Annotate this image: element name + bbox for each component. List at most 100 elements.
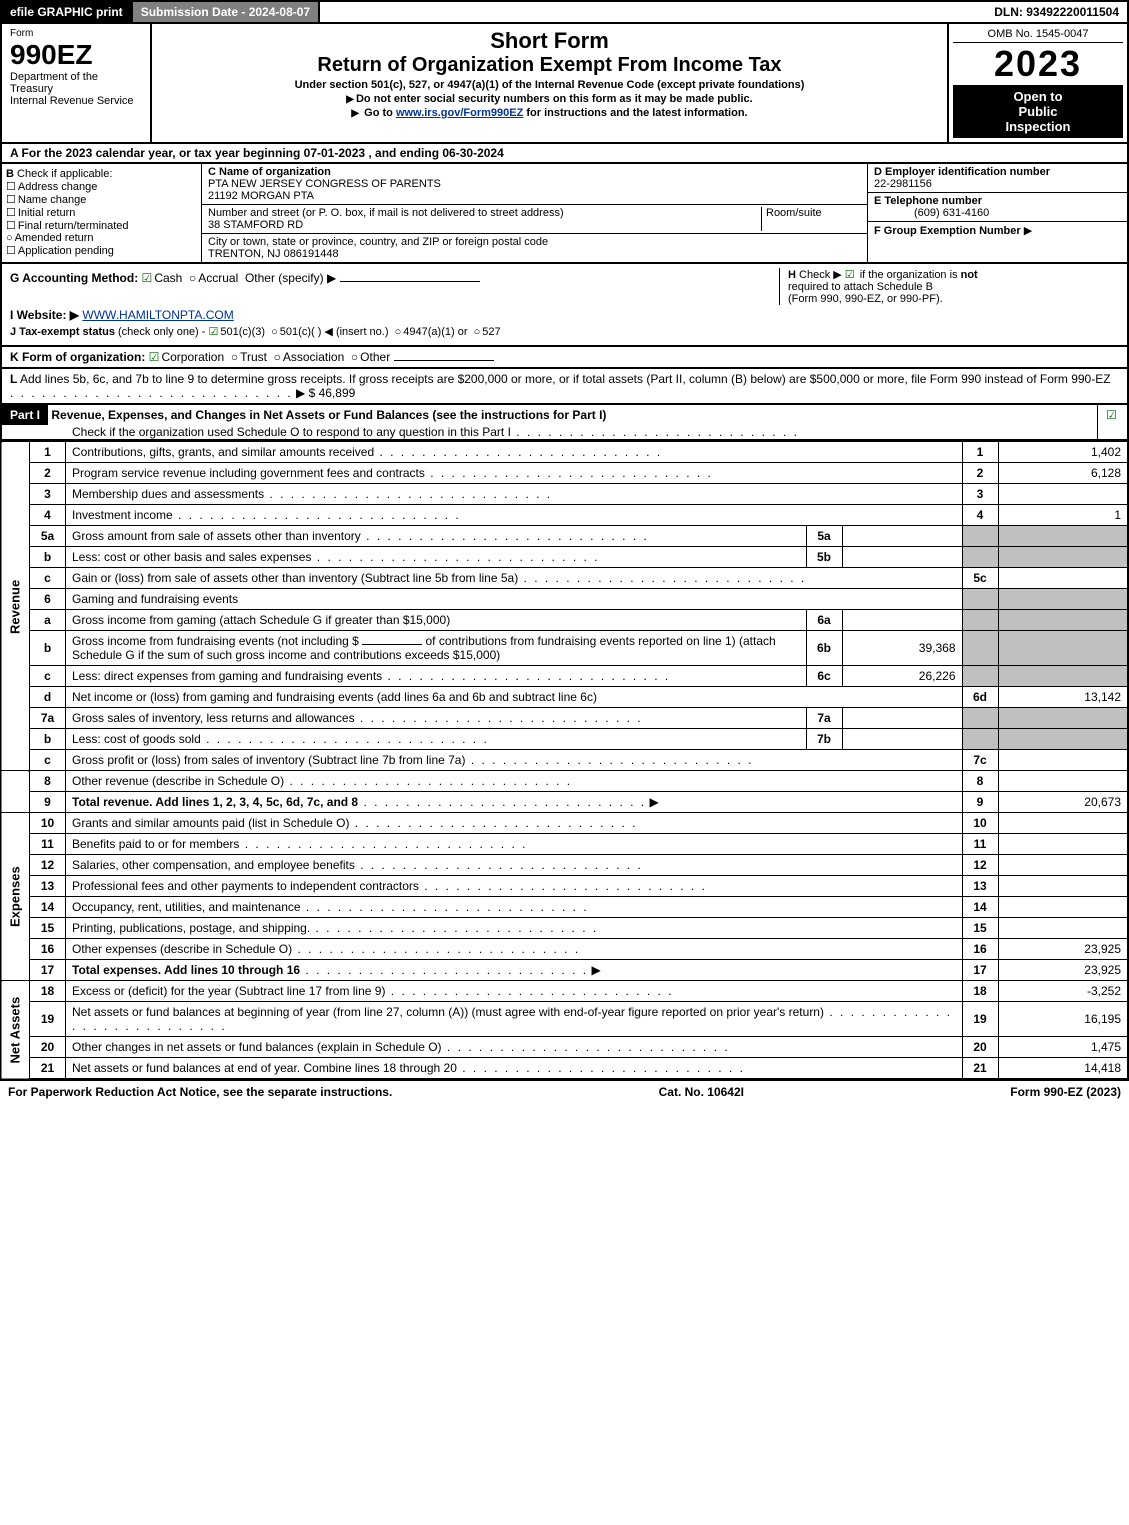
j-insert: ◀ (insert no.) <box>324 326 388 338</box>
chk-h-not-required[interactable] <box>845 269 857 281</box>
l18-val: -3,252 <box>998 981 1128 1002</box>
submission-date: Submission Date - 2024-08-07 <box>133 2 320 22</box>
l9-val: 20,673 <box>998 792 1128 813</box>
chk-other[interactable] <box>351 350 360 364</box>
street-value: 38 STAMFORD RD <box>208 219 303 231</box>
l5a-num: 5a <box>30 526 66 547</box>
part1-header-row: Part I Revenue, Expenses, and Changes in… <box>0 405 1129 441</box>
l6c-m: 6c <box>806 666 842 687</box>
chk-accrual[interactable] <box>189 271 198 285</box>
chk-amended-return[interactable] <box>6 232 15 244</box>
j-note: (check only one) - <box>118 326 205 338</box>
opt-initial: Initial return <box>18 207 75 219</box>
l5a-m: 5a <box>806 526 842 547</box>
l1-r: 1 <box>962 442 998 463</box>
h-text-org: if the organization is <box>860 269 961 281</box>
l6d-val: 13,142 <box>998 687 1128 708</box>
l4-val: 1 <box>998 505 1128 526</box>
b-letter: B <box>6 168 14 180</box>
chk-527[interactable] <box>474 326 483 338</box>
city-label: City or town, state or province, country… <box>208 236 548 248</box>
l8-val <box>998 771 1128 792</box>
l6c-desc: Less: direct expenses from gaming and fu… <box>72 669 382 683</box>
l4-num: 4 <box>30 505 66 526</box>
form-number: 990EZ <box>10 39 142 71</box>
l6d-num: d <box>30 687 66 708</box>
l6b-blank[interactable] <box>362 644 422 645</box>
d-label: D Employer identification number <box>874 166 1050 178</box>
l6a-num: a <box>30 610 66 631</box>
l7b-desc: Less: cost of goods sold <box>72 732 201 746</box>
website-link[interactable]: WWW.HAMILTONPTA.COM <box>82 308 233 322</box>
chk-corporation[interactable] <box>149 350 162 364</box>
l7a-shade <box>962 708 998 729</box>
footer-left: For Paperwork Reduction Act Notice, see … <box>8 1085 392 1099</box>
l4-desc: Investment income <box>72 508 173 522</box>
subtitle-ssn: Do not enter social security numbers on … <box>160 93 939 105</box>
g-label: G Accounting Method: <box>10 271 138 285</box>
chk-501c[interactable] <box>271 326 280 338</box>
l2-desc: Program service revenue including govern… <box>72 466 425 480</box>
h-text-forms: (Form 990, 990-EZ, or 990-PF). <box>788 293 943 305</box>
irs-link[interactable]: www.irs.gov/Form990EZ <box>396 107 523 119</box>
l13-r: 13 <box>962 876 998 897</box>
chk-501c3[interactable] <box>209 326 221 338</box>
column-d-e-f: D Employer identification number 22-2981… <box>867 164 1127 262</box>
vlabel-netassets: Net Assets <box>1 981 30 1080</box>
l7b-shade <box>962 729 998 750</box>
chk-schedule-o[interactable] <box>1106 408 1119 422</box>
l5b-mv <box>842 547 962 568</box>
l19-val: 16,195 <box>998 1002 1128 1037</box>
l20-r: 20 <box>962 1037 998 1058</box>
l6d-desc: Net income or (loss) from gaming and fun… <box>72 690 597 704</box>
subtitle-goto: Go to www.irs.gov/Form990EZ for instruct… <box>160 107 939 119</box>
chk-4947[interactable] <box>395 326 404 338</box>
l10-r: 10 <box>962 813 998 834</box>
inspection-badge: Open to Public Inspection <box>953 85 1123 138</box>
l1-val: 1,402 <box>998 442 1128 463</box>
l6a-m: 6a <box>806 610 842 631</box>
l8-num: 8 <box>30 771 66 792</box>
chk-final-return[interactable] <box>6 220 18 232</box>
l6b-num: b <box>30 631 66 666</box>
k-other: Other <box>360 350 390 364</box>
h-text-schedb: required to attach Schedule B <box>788 281 933 293</box>
g-other-input[interactable] <box>340 281 480 282</box>
top-bar: efile GRAPHIC print Submission Date - 20… <box>0 0 1129 24</box>
j-501c: 501(c)( ) <box>280 326 322 338</box>
city-value: TRENTON, NJ 086191448 <box>208 248 339 260</box>
l5c-r: 5c <box>962 568 998 589</box>
chk-association[interactable] <box>274 350 283 364</box>
l10-val <box>998 813 1128 834</box>
k-other-input[interactable] <box>394 360 494 361</box>
return-title: Return of Organization Exempt From Incom… <box>160 54 939 77</box>
l8-r: 8 <box>962 771 998 792</box>
l10-num: 10 <box>30 813 66 834</box>
row-l: L Add lines 5b, 6c, and 7b to line 9 to … <box>0 369 1129 405</box>
chk-cash[interactable] <box>142 271 155 285</box>
l6b-shade <box>962 631 998 666</box>
l5c-desc: Gain or (loss) from sale of assets other… <box>72 571 518 585</box>
chk-trust[interactable] <box>231 350 240 364</box>
chk-address-change[interactable] <box>6 181 18 193</box>
l4-r: 4 <box>962 505 998 526</box>
l6b-d1: Gross income from fundraising events (no… <box>72 634 359 648</box>
l6a-desc: Gross income from gaming (attach Schedul… <box>72 613 450 627</box>
l7b-valshade <box>998 729 1128 750</box>
chk-name-change[interactable] <box>6 194 18 206</box>
j-4947: 4947(a)(1) or <box>403 326 467 338</box>
l18-desc: Excess or (deficit) for the year (Subtra… <box>72 984 385 998</box>
dln-label: DLN: 93492220011504 <box>986 2 1127 22</box>
l13-num: 13 <box>30 876 66 897</box>
goto-suffix: for instructions and the latest informat… <box>523 107 747 119</box>
part1-badge: Part I <box>2 405 48 425</box>
l7c-desc: Gross profit or (loss) from sales of inv… <box>72 753 465 767</box>
chk-application-pending[interactable] <box>6 245 18 257</box>
e-label: E Telephone number <box>874 195 982 207</box>
chk-initial-return[interactable] <box>6 207 18 219</box>
l21-val: 14,418 <box>998 1058 1128 1080</box>
part1-sub: Check if the organization used Schedule … <box>2 425 511 439</box>
efile-label[interactable]: efile GRAPHIC print <box>2 2 133 22</box>
l11-val <box>998 834 1128 855</box>
l6-desc: Gaming and fundraising events <box>66 589 963 610</box>
